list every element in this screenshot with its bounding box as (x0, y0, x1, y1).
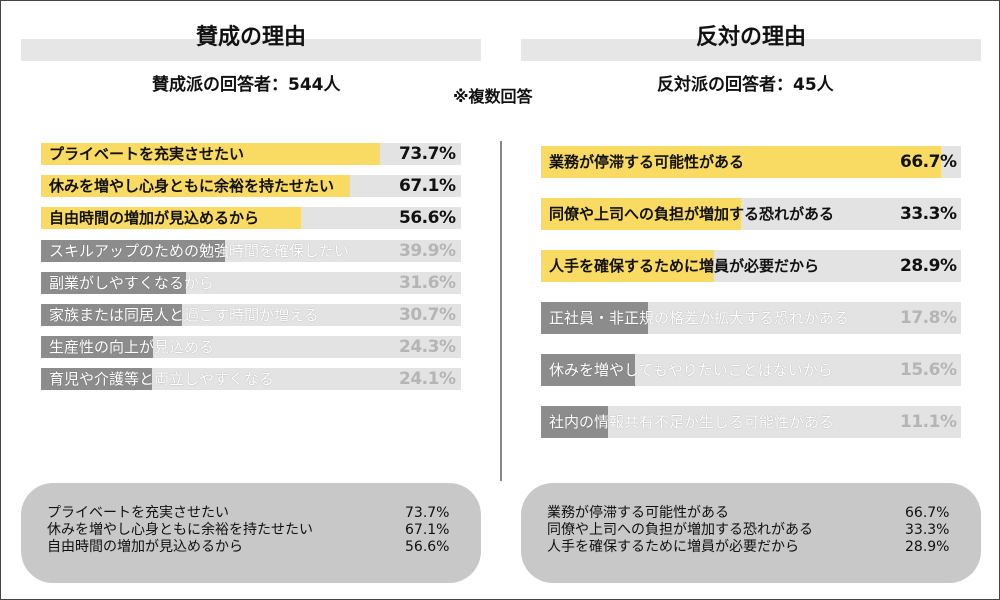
for-bar-label: 自由時間の増加が見込めるから (49, 209, 260, 228)
against-bar-label: 休みを増やしてもやりたいことはないから (549, 361, 833, 379)
for-bar-track (41, 271, 461, 294)
for-respondents: 賛成派の回答者：544人 (152, 75, 341, 95)
for-summary-box: プライベートを充実させたい 73.7% 休みを増やし心身ともに余裕を持たせたい … (21, 483, 481, 583)
against-bar-track (541, 302, 961, 334)
for-bar-label: プライベートを充実させたい (49, 145, 245, 163)
for-bar-value: 67.1% (399, 176, 456, 197)
for-bar-value: 56.6% (399, 208, 456, 229)
against-bar (541, 198, 741, 230)
against-bar-track (541, 354, 961, 386)
for-bar-label: 育児や介護等と両立しやすくなる (49, 370, 274, 389)
against-bar-track (541, 250, 961, 282)
for-bar (41, 304, 183, 326)
for-summary-label: 休みを増やし心身ともに余裕を持たせたい (47, 522, 313, 538)
for-bar-value: 30.7% (399, 305, 456, 325)
for-summary-label: プライベートを充実させたい (47, 505, 229, 521)
against-bar (541, 250, 715, 282)
against-summary-label: 業務が停滞する可能性がある (547, 505, 729, 521)
against-bar (541, 406, 608, 438)
for-bar-label: 休みを増やし心身ともに余裕を持たせたい (49, 177, 335, 196)
against-bar-label: 業務が停滞する可能性がある (549, 153, 745, 171)
for-reasons-chart: プライベートを充実させたい 73.7% 休みを増やし心身ともに余裕を持たせたい 67.… (1, 1, 501, 471)
for-title: 賛成の理由 (195, 25, 306, 50)
against-bar-value: 66.7% (900, 152, 957, 172)
against-bar-track (541, 406, 961, 438)
for-bar-label: 家族または同居人と過ごす時間が増える (49, 306, 319, 324)
against-title: 反対の理由 (695, 25, 806, 50)
for-bar-track (41, 239, 461, 262)
against-bar-value: 33.3% (900, 204, 957, 224)
against-bar-label: 社内の情報共有不足が生じる可能性がある (549, 413, 835, 431)
for-bar-track (41, 175, 461, 198)
against-summary-value: 33.3% (905, 522, 950, 538)
vertical-divider (500, 141, 502, 481)
for-bar-track (41, 143, 461, 165)
for-bar-track (41, 207, 461, 230)
for-summary-value: 73.7% (405, 505, 450, 521)
for-bar-track (41, 336, 461, 359)
against-bar-track (541, 198, 961, 230)
for-summary-value: 67.1% (405, 522, 450, 538)
against-bar-label: 同僚や上司への負担が増加する恐れがある (549, 205, 835, 223)
for-summary-label: 自由時間の増加が見込めるから (47, 539, 243, 555)
multiple-answer-note: ※複数回答 (453, 87, 533, 106)
for-bar (41, 368, 152, 391)
for-bar (41, 336, 153, 359)
against-bar-label: 人手を確保するために増員が必要だから (549, 257, 820, 275)
for-bar (41, 239, 225, 262)
for-bar-value: 31.6% (399, 272, 456, 293)
for-summary-value: 56.6% (405, 539, 450, 555)
against-summary-value: 66.7% (905, 505, 950, 521)
for-bar (41, 271, 187, 294)
for-bar-value: 24.1% (399, 369, 456, 390)
for-bar-track (41, 368, 461, 391)
for-bar-label: 生産性の向上が見込める (49, 338, 215, 357)
for-bar-value: 24.3% (399, 337, 456, 358)
for-bar-label: スキルアップのための勉強時間を確保したい (49, 241, 350, 260)
for-bar-track (41, 304, 461, 326)
against-respondents: 反対派の回答者：45人 (657, 75, 834, 95)
against-title-band (521, 39, 981, 61)
against-bar (541, 354, 635, 386)
for-bar (41, 175, 350, 198)
against-bar-value: 17.8% (900, 308, 957, 328)
against-summary-value: 28.9% (905, 539, 950, 555)
for-title-band (21, 39, 481, 61)
for-bar (41, 143, 381, 165)
for-bar (41, 207, 302, 230)
against-bar-value: 28.9% (900, 256, 957, 276)
for-bar-value: 73.7% (399, 144, 456, 164)
against-bar (541, 302, 648, 334)
against-bar-label: 正社員・非正規の格差が拡大する恐れがある (549, 309, 850, 327)
against-summary-label: 同僚や上司への負担が増加する恐れがある (547, 522, 813, 538)
against-summary-box: 業務が停滞する可能性がある 66.7% 同僚や上司への負担が増加する恐れがある … (521, 483, 981, 583)
for-bar-label: 副業がしやすくなるから (49, 273, 214, 292)
against-reasons-chart: 業務が停滞する可能性がある 66.7% 同僚や上司への負担が増加する恐れがある 33.… (501, 1, 1000, 471)
against-bar-value: 15.6% (900, 360, 957, 380)
against-bar-track (541, 146, 961, 178)
against-bar-value: 11.1% (900, 412, 957, 432)
against-bar (541, 146, 942, 178)
for-bar-value: 39.9% (399, 240, 456, 261)
against-summary-label: 人手を確保するために増員が必要だから (547, 539, 799, 555)
